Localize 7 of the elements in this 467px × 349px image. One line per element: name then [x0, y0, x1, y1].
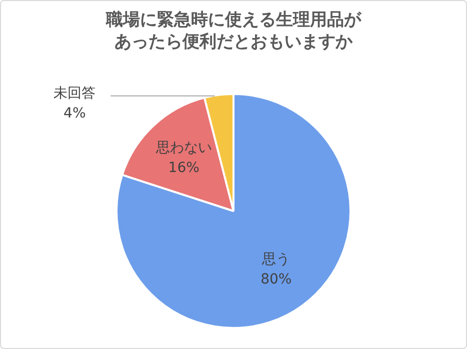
data-label: 4% — [64, 106, 86, 122]
data-label: 16% — [168, 160, 200, 176]
slice-label: 未回答 — [54, 86, 96, 102]
slice-label: 思わない — [154, 140, 212, 156]
data-label: 80% — [260, 271, 292, 288]
slice-label: 思う — [261, 251, 290, 268]
chart-title: 職場に緊急時に使える生理用品があったら便利だとおもいますか — [104, 9, 362, 53]
